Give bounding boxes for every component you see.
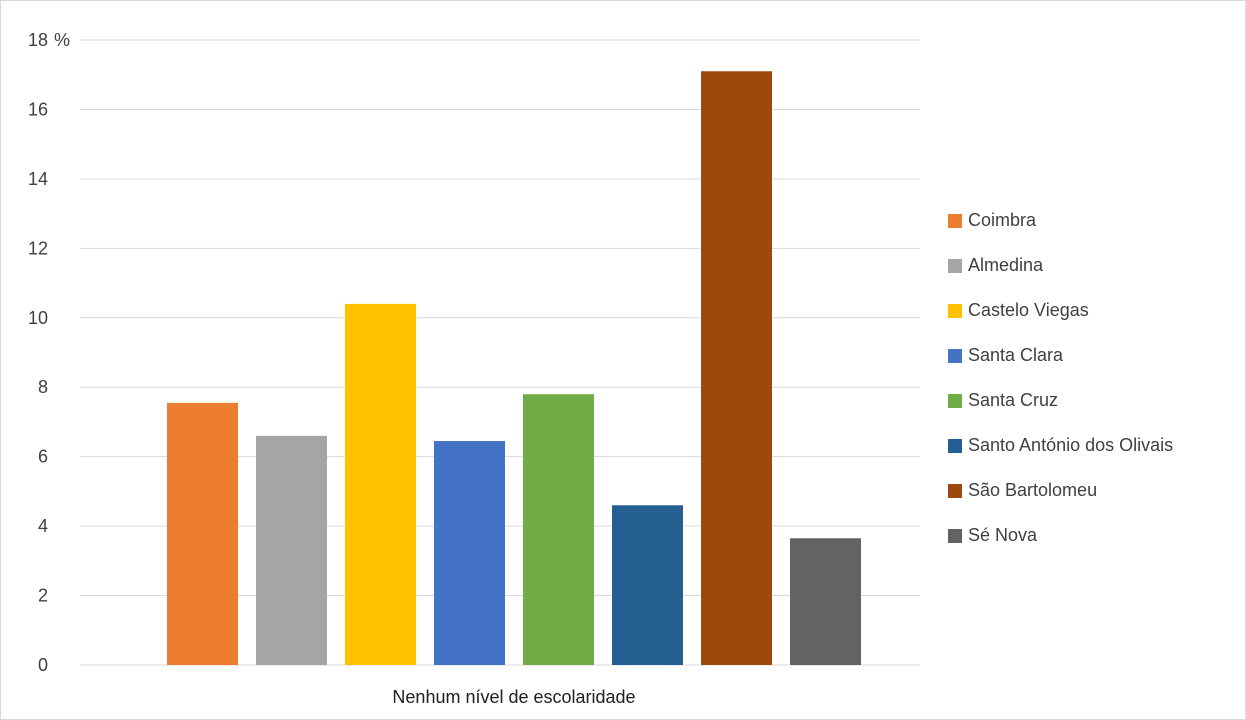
legend-swatch [948,438,962,453]
legend-swatch [948,348,962,363]
bar-se-nova [790,538,861,665]
legend-item: Coimbra [948,198,1173,243]
legend-item: Almedina [948,243,1173,288]
y-tick-label: 14 [28,169,48,189]
y-axis-unit-label: % [54,30,70,50]
y-axis-tick-labels: 0 2 4 6 8 10 12 14 16 18 [28,30,48,675]
y-tick-label: 12 [28,238,48,258]
legend-swatch [948,483,962,498]
legend-label: Sé Nova [968,525,1038,545]
legend-label: Almedina [968,255,1044,275]
legend-item: Castelo Viegas [948,288,1173,333]
y-tick-label: 6 [38,447,48,467]
y-tick-label: 10 [28,308,48,328]
legend-item: Santa Clara [948,333,1173,378]
y-tick-label: 18 [28,30,48,50]
bars [167,71,861,665]
bar-santa-cruz [523,394,594,665]
bar-almedina [256,435,327,665]
y-tick-label: 0 [38,655,48,675]
y-tick-label: 2 [38,586,48,606]
legend-label: Coimbra [968,210,1037,230]
y-tick-label: 4 [38,516,48,536]
legend-swatch [948,258,962,273]
legend-item: Santo António dos Olivais [948,423,1173,468]
x-axis-category-label: Nenhum nível de escolaridade [392,687,635,707]
legend-swatch [948,303,962,318]
legend-label: Santa Clara [968,345,1064,365]
legend-swatch [948,393,962,408]
legend-label: Castelo Viegas [968,300,1089,320]
bar-santa-clara [434,441,505,665]
y-tick-label: 16 [28,99,48,119]
legend-swatch [948,528,962,543]
legend-label: São Bartolomeu [968,480,1098,500]
legend-item: São Bartolomeu [948,468,1173,513]
bar-coimbra [167,402,238,665]
legend-swatch [948,213,962,228]
bar-castelo-viegas [345,303,416,665]
legend-item: Sé Nova [948,513,1173,558]
legend: Coimbra Almedina Castelo Viegas Santa Clara… [948,198,1173,558]
bar-sao-bartolomeu [701,71,772,665]
legend-label: Santa Cruz [968,390,1059,410]
y-tick-label: 8 [38,377,48,397]
legend-label: Santo António dos Olivais [968,435,1174,455]
bar-santo-antonio-dos-olivais [612,505,683,665]
legend-item: Santa Cruz [948,378,1173,423]
